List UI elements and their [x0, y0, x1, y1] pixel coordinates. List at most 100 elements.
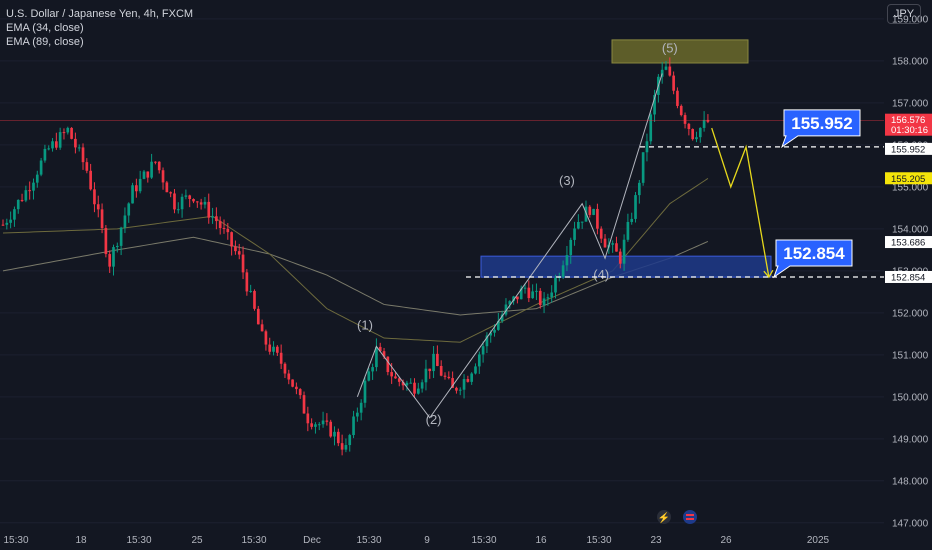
candle-body: [268, 344, 272, 352]
candle-body: [51, 141, 54, 149]
price-label: 153.686: [891, 238, 925, 249]
ema-34-legend[interactable]: EMA (34, close): [6, 22, 84, 34]
candle-body: [546, 297, 550, 299]
candle-body: [43, 148, 47, 161]
candle-body: [195, 201, 199, 203]
candle-body: [203, 201, 207, 205]
target-callout: [780, 109, 861, 149]
candle-body: [649, 114, 653, 142]
candle-body: [416, 388, 420, 394]
projection-line: [711, 127, 770, 278]
time-tick-label: Dec: [303, 535, 321, 546]
candle-body: [333, 431, 336, 437]
time-tick-label: 9: [424, 535, 430, 546]
candle-body: [150, 161, 153, 178]
candle-body: [123, 215, 127, 228]
time-axis-bg: [0, 527, 884, 550]
candle-body: [596, 208, 599, 229]
candle-body: [131, 185, 134, 204]
candle-body: [39, 160, 43, 175]
candle-body: [428, 368, 432, 372]
candle-body: [336, 431, 340, 444]
wave-label: (3): [559, 173, 575, 188]
price-label-bg: [885, 236, 932, 249]
candle-body: [241, 254, 245, 273]
candle-body: [93, 189, 96, 205]
candle-body: [542, 298, 546, 306]
candle-body: [154, 161, 157, 163]
candle-body: [302, 395, 306, 414]
time-tick-label: 26: [720, 535, 732, 546]
candle-body: [447, 376, 451, 379]
candle-body: [531, 291, 534, 299]
price-tick-label: 159.000: [892, 14, 929, 25]
candle-body: [55, 141, 58, 148]
flash-icon[interactable]: [657, 510, 671, 524]
candle-body: [569, 239, 573, 256]
candle-body: [142, 171, 146, 179]
candle-body: [489, 332, 493, 336]
time-tick-label: 15:30: [241, 535, 266, 546]
candle-body: [138, 178, 142, 192]
ema-89-line: [2, 236, 709, 316]
candle-body: [481, 346, 485, 355]
candle-body: [588, 206, 592, 215]
price-axis[interactable]: 159.000158.000157.000156.000155.000154.0…: [884, 0, 932, 550]
candle-body: [291, 379, 294, 387]
wave-label: (4): [593, 267, 609, 282]
candle-body: [317, 424, 321, 426]
candle-body: [622, 239, 626, 264]
candle-body: [176, 209, 180, 211]
candle-body: [687, 123, 691, 130]
candle-body: [180, 196, 184, 210]
projection-arrowhead: [763, 269, 774, 279]
time-axis[interactable]: 15:30 18 15:30 25 15:30 Dec 15:30 9 15:30 16 15:30…: [0, 527, 884, 550]
candle-body: [199, 202, 203, 205]
price-label-bg: [885, 172, 932, 185]
candle-body: [637, 182, 641, 196]
wave-label: (5): [662, 40, 678, 55]
candle-body: [432, 353, 435, 372]
candle-body: [653, 94, 656, 115]
price-tick-label: 151.000: [892, 350, 929, 361]
candle-body: [298, 389, 302, 396]
candle-body: [279, 352, 283, 364]
us-flag-icon[interactable]: [683, 510, 697, 524]
symbol-title[interactable]: U.S. Dollar / Japanese Yen, 4h, FXCM: [6, 8, 194, 20]
price-tick-label: 158.000: [892, 56, 929, 67]
candle-body: [9, 219, 12, 223]
candle-body: [119, 227, 123, 246]
candle-body: [215, 216, 218, 222]
candle-body: [672, 75, 675, 91]
target-callout-label: 152.854: [783, 244, 845, 263]
wave-label: (1): [357, 318, 373, 333]
currency-button[interactable]: JPY: [887, 4, 921, 24]
candle-body: [62, 132, 66, 134]
candle-body: [276, 346, 279, 353]
candle-body: [611, 243, 614, 245]
candle-body: [169, 192, 172, 194]
candle-body: [230, 232, 233, 247]
grid-lines: [0, 18, 884, 524]
candle-body: [112, 247, 115, 267]
candle-body: [519, 288, 523, 300]
candle-body: [70, 127, 73, 139]
candle-body: [100, 209, 104, 229]
target-lines: 155.952 152.854: [0, 109, 884, 279]
candle-body: [455, 387, 458, 391]
ema-89-legend[interactable]: EMA (89, close): [6, 36, 84, 48]
candle-body: [89, 170, 92, 190]
price-tick-label: 147.000: [892, 518, 929, 529]
candle-body: [85, 162, 89, 171]
candle-body: [207, 201, 211, 218]
chart-legend: U.S. Dollar / Japanese Yen, 4h, FXCM EMA…: [6, 7, 193, 49]
price-label: 152.854: [891, 272, 925, 283]
candle-body: [127, 203, 131, 216]
price-tick-label: 149.000: [892, 434, 929, 445]
candle-body: [58, 132, 62, 148]
candle-body: [470, 373, 474, 382]
candle-body: [641, 152, 645, 183]
price-tick-label: 150.000: [892, 392, 929, 403]
candle-body: [634, 195, 637, 219]
